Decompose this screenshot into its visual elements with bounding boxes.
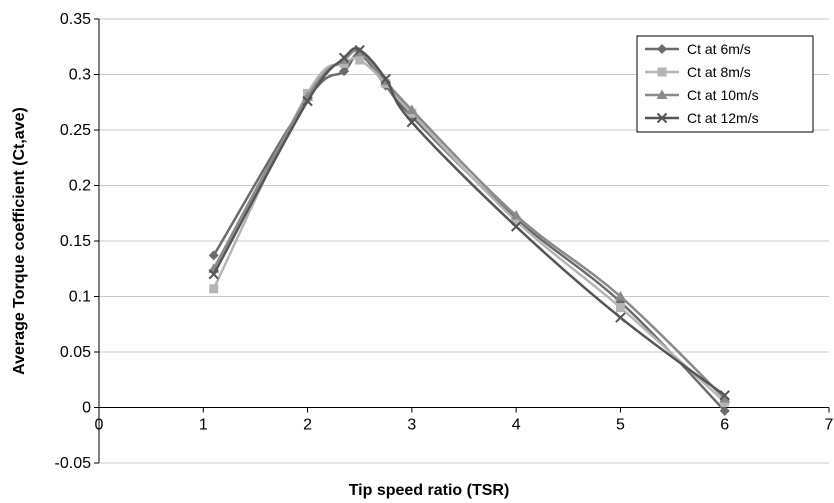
data-point-3-2 [338,52,350,64]
x-tick-label-6: 6 [720,417,729,434]
y-tick-label-1: 0 [82,400,91,417]
y-tick-label-7: 0.3 [69,67,91,84]
gridlines [99,18,829,464]
data-point-2-8 [719,393,731,403]
legend-item-2: Ct at 10m/s [645,87,759,103]
data-point-1-3 [355,55,365,65]
legend-label-3: Ct at 12m/s [687,110,759,126]
y-tick-label-4: 0.15 [60,233,91,250]
data-point-1-7 [615,303,625,313]
data-point-1-0 [209,284,219,294]
legend-item-0: Ct at 6m/s [645,41,751,57]
x-tick-label-1: 1 [199,417,208,434]
data-point-3-1 [302,95,313,107]
legend-marker-3 [656,112,668,124]
x-tick-labels: 0 1 2 3 4 5 6 7 [95,407,834,434]
data-point-3-7 [615,312,626,323]
legend-label-1: Ct at 8m/s [687,64,751,80]
legend-marker-1 [657,67,667,77]
legend-box [636,35,814,133]
data-point-1-6 [511,216,521,226]
x-tick-label-3: 3 [407,417,416,434]
series-3 [208,44,730,401]
y-tick-label-2: 0.05 [60,344,91,361]
legend-marker-0 [657,44,667,54]
data-point-3-5 [406,117,418,128]
legend-marker-2 [656,89,668,99]
data-point-0-0 [208,250,219,261]
y-tick-label-0: -0.05 [55,455,92,472]
x-tick-label-2: 2 [303,417,312,434]
data-point-3-0 [208,269,219,280]
data-point-2-5 [406,104,418,115]
data-point-0-2 [339,66,350,77]
legend-item-1: Ct at 8m/s [645,64,751,80]
data-point-3-8 [719,390,730,401]
legend-label-2: Ct at 10m/s [687,87,759,103]
data-point-0-8 [719,405,730,416]
legend-item-3: Ct at 12m/s [645,110,759,126]
y-axis-title: Average Torque coefficient (Ct,ave) [11,107,28,375]
data-point-3-4 [380,73,391,85]
y-tick-label-6: 0.25 [60,122,91,139]
x-tick-label-4: 4 [512,417,521,434]
x-axis-title: Tip speed ratio (TSR) [349,482,510,499]
data-point-2-7 [614,291,626,301]
x-tick-label-7: 7 [825,417,834,434]
y-tick-label-5: 0.2 [69,178,91,195]
y-tick-labels: -0.05 0 0.05 0.1 0.15 0.2 0.25 0.3 0.35 [55,11,99,472]
data-point-2-6 [510,209,522,220]
legend-label-0: Ct at 6m/s [687,41,751,57]
x-tick-label-0: 0 [95,417,104,434]
x-tick-label-5: 5 [616,417,625,434]
y-tick-label-8: 0.35 [60,11,91,28]
legend: Ct at 6m/s Ct at 8m/s Ct at 10m/s Ct at 12m… [636,35,814,133]
y-tick-label-3: 0.1 [69,289,91,306]
series-group [208,44,731,416]
data-point-3-3 [354,44,365,56]
data-point-3-6 [510,221,522,232]
